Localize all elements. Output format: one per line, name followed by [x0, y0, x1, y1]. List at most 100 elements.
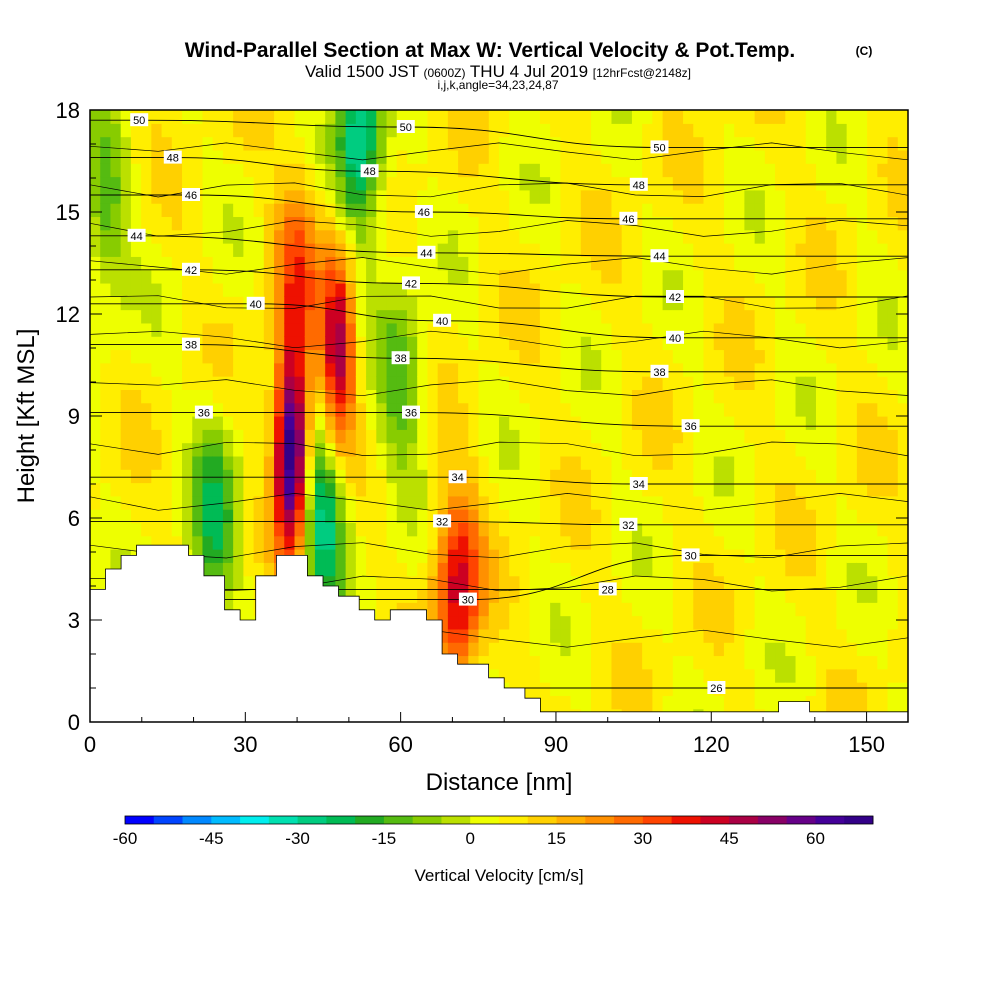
velocity-cell: [304, 322, 316, 337]
velocity-cell: [478, 229, 490, 244]
velocity-cell: [499, 216, 510, 231]
velocity-cell: [621, 695, 633, 710]
velocity-cell: [723, 389, 735, 404]
velocity-cell: [437, 482, 449, 497]
velocity-cell: [713, 628, 725, 643]
velocity-cell: [130, 535, 142, 550]
velocity-cell: [795, 509, 807, 524]
velocity-cell: [447, 349, 459, 364]
theta-label-bg: [182, 262, 200, 276]
velocity-cell: [427, 549, 439, 563]
velocity-cell: [836, 229, 848, 244]
velocity-cell: [795, 296, 807, 311]
velocity-cell: [529, 642, 541, 657]
velocity-cell: [652, 229, 664, 244]
velocity-cell: [867, 389, 878, 404]
velocity-cell: [171, 296, 183, 311]
velocity-cell: [202, 376, 214, 390]
velocity-cell: [345, 110, 357, 124]
velocity-cell: [560, 562, 572, 577]
velocity-cell: [468, 429, 480, 444]
colorbar-swatch: [211, 816, 241, 824]
velocity-cell: [683, 123, 694, 138]
velocity-cell: [488, 296, 500, 311]
velocity-cell: [263, 256, 275, 271]
velocity-cell: [601, 416, 613, 430]
velocity-cell: [345, 442, 357, 457]
velocity-cell: [550, 668, 561, 683]
velocity-cell: [734, 322, 746, 337]
velocity-cell: [212, 243, 224, 257]
velocity-cell: [836, 695, 848, 710]
velocity-cell: [744, 123, 756, 138]
velocity-cell: [192, 429, 204, 444]
velocity-cell: [775, 282, 786, 297]
velocity-cell: [621, 282, 633, 297]
velocity-cell: [437, 216, 449, 231]
velocity-cell: [815, 522, 827, 537]
velocity-cell: [417, 309, 429, 324]
velocity-cell: [764, 455, 776, 470]
velocity-cell: [192, 282, 204, 297]
velocity-cell: [233, 149, 244, 164]
velocity-cell: [406, 216, 418, 231]
velocity-cell: [447, 642, 459, 657]
velocity-cell: [182, 349, 193, 364]
velocity-cell: [580, 176, 592, 191]
velocity-cell: [723, 642, 735, 657]
velocity-cell: [785, 136, 797, 151]
velocity-cell: [355, 336, 367, 351]
velocity-cell: [887, 482, 899, 497]
velocity-cell: [263, 389, 275, 404]
velocity-cell: [764, 602, 776, 617]
velocity-cell: [877, 495, 889, 510]
velocity-cell: [591, 189, 602, 204]
velocity-cell: [734, 309, 746, 324]
velocity-cell: [366, 416, 377, 430]
velocity-cell: [243, 602, 255, 617]
velocity-cell: [263, 482, 275, 497]
velocity-cell: [652, 655, 664, 670]
velocity-cell: [427, 469, 439, 484]
velocity-cell: [683, 482, 694, 497]
velocity-cell: [672, 429, 684, 444]
velocity-cell: [345, 229, 357, 244]
velocity-cell: [570, 455, 582, 470]
theta-label-bg: [246, 296, 265, 310]
velocity-cell: [243, 349, 255, 364]
velocity-cell: [785, 149, 797, 164]
velocity-cell: [877, 535, 889, 550]
velocity-cell: [130, 336, 142, 351]
velocity-cell: [366, 123, 377, 138]
velocity-cell: [335, 189, 347, 204]
velocity-cell: [570, 588, 582, 603]
velocity-cell: [856, 376, 868, 390]
velocity-cell: [662, 575, 674, 590]
velocity-cell: [345, 575, 357, 590]
velocity-cell: [867, 402, 878, 417]
velocity-cell: [447, 136, 459, 151]
velocity-cell: [805, 522, 817, 537]
velocity-cell: [570, 429, 582, 444]
velocity-cell: [754, 149, 766, 164]
velocity-cell: [417, 322, 429, 337]
colorbar-tick-label: 15: [547, 829, 566, 848]
velocity-cell: [867, 655, 878, 670]
velocity-cell: [417, 389, 429, 404]
velocity-cell: [222, 189, 234, 204]
velocity-cell: [345, 495, 357, 510]
velocity-cell: [560, 509, 572, 524]
velocity-cell: [642, 509, 653, 524]
velocity-cell: [345, 296, 357, 311]
velocity-cell: [243, 522, 255, 537]
velocity-cell: [662, 402, 674, 417]
velocity-cell: [447, 509, 459, 524]
velocity-cell: [856, 642, 868, 657]
velocity-cell: [754, 136, 766, 151]
velocity-cell: [294, 309, 306, 324]
velocity-cell: [631, 668, 643, 683]
velocity-cell: [754, 575, 766, 590]
velocity-cell: [274, 189, 285, 204]
velocity-cell: [171, 203, 183, 218]
velocity-cell: [785, 509, 797, 524]
